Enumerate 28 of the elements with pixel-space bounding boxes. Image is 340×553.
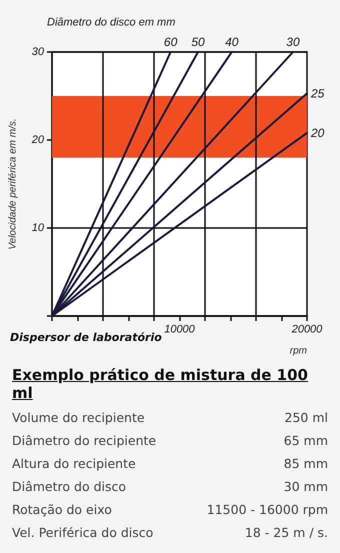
- text: Exemplo prático de mistura de 100 ml: [12, 366, 309, 402]
- text: Vel. Periférica do disco: [12, 524, 154, 542]
- x-tick-label: 20000: [290, 324, 324, 336]
- series-label: 60: [164, 35, 178, 49]
- series-label: 50: [191, 35, 205, 49]
- text: 85 mm: [284, 455, 328, 473]
- x-axis-title: rpm: [290, 346, 307, 356]
- text: Dispersor de laboratório: [10, 331, 162, 344]
- text: Diâmetro do disco: [12, 478, 126, 496]
- chart-title: Diâmetro do disco em mm: [47, 16, 176, 28]
- series-label: 20: [310, 126, 325, 140]
- text: 250 ml: [284, 409, 328, 427]
- y-axis-title: Velocidade periférica em m/s.: [8, 118, 18, 250]
- text: Volume do recipiente: [12, 409, 145, 427]
- y-tick-label: 10: [32, 222, 45, 234]
- text: 18 - 25 m / s.: [244, 524, 328, 542]
- y-tick-label: 30: [32, 46, 45, 58]
- series-label: 25: [310, 86, 325, 100]
- x-tick-label: 10000: [164, 324, 196, 336]
- text: 65 mm: [284, 432, 328, 450]
- text: 11500 - 16000 rpm: [206, 501, 328, 519]
- text: Altura do recipiente: [12, 455, 136, 473]
- y-tick-label: 20: [30, 134, 45, 146]
- text: Rotação do eixo: [12, 501, 112, 519]
- text: 30 mm: [284, 478, 328, 496]
- series-label: 30: [286, 35, 300, 49]
- text: Diâmetro do recipiente: [12, 432, 156, 450]
- series-label: 40: [225, 35, 239, 49]
